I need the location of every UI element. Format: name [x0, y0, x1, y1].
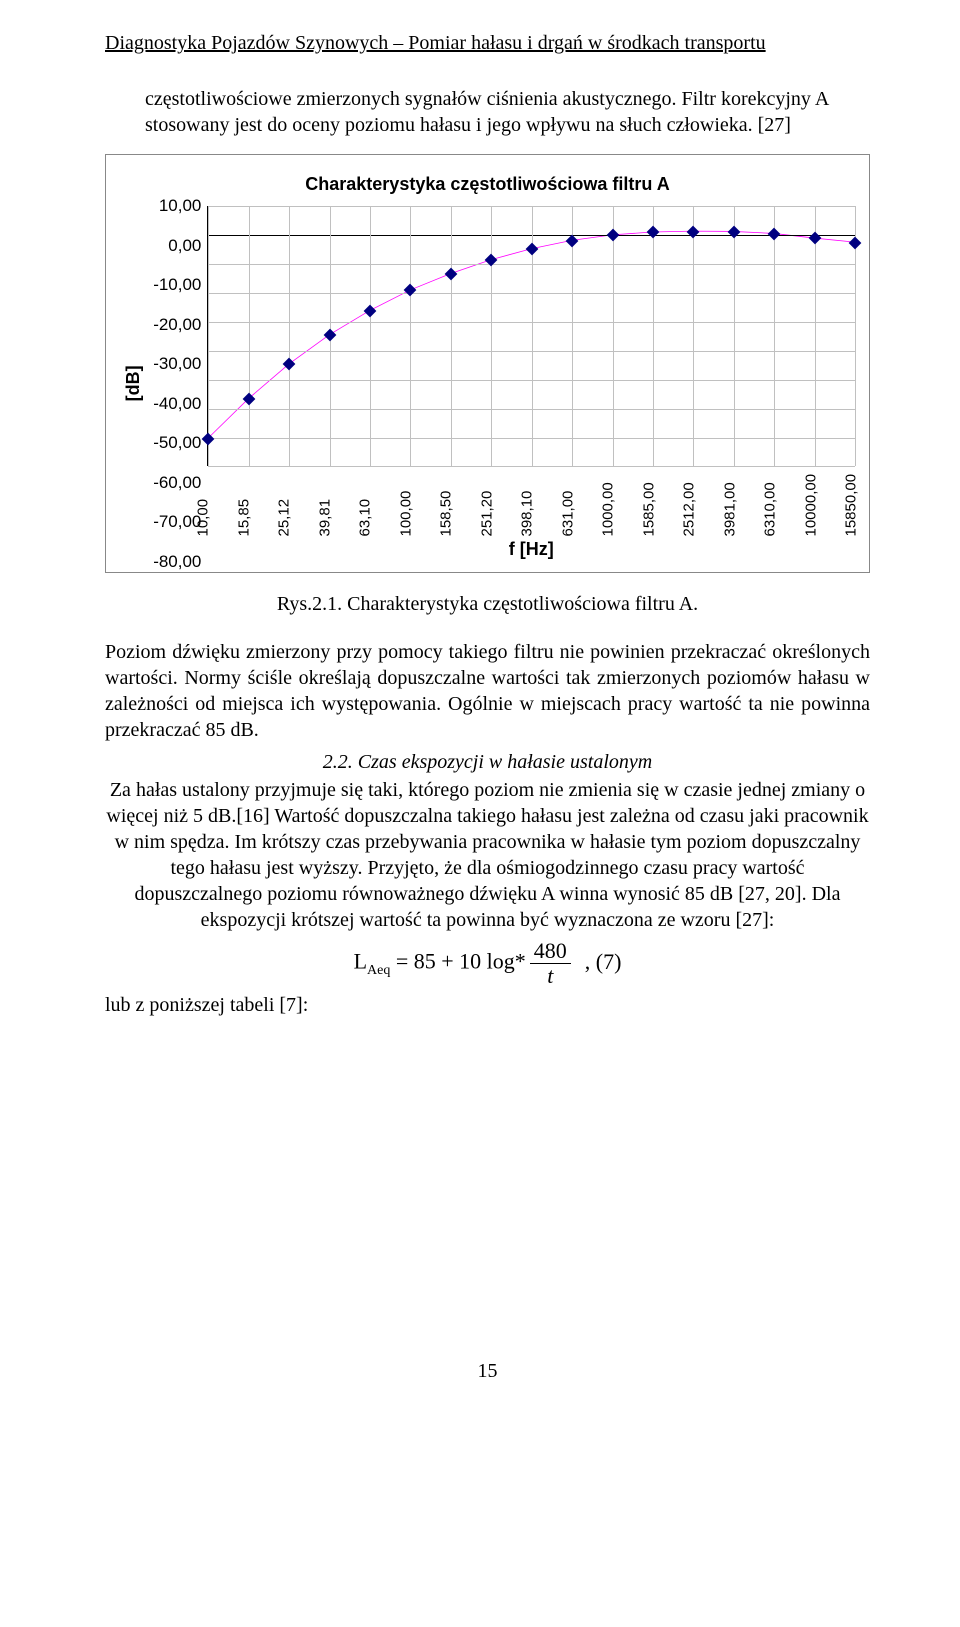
chart-x-axis-label: f [Hz]	[207, 538, 855, 561]
chart-title: Charakterystyka częstotliwościowa filtru…	[120, 173, 855, 196]
formula-fraction: 480t	[530, 939, 571, 988]
intro-line-2: stosowany jest do oceny poziomu hałasu i…	[105, 112, 870, 138]
paragraph-1: Poziom dźwięku zmierzony przy pomocy tak…	[105, 639, 870, 743]
filter-a-chart: Charakterystyka częstotliwościowa filtru…	[105, 154, 870, 573]
intro-line-1: częstotliwościowe zmierzonych sygnałów c…	[105, 86, 870, 112]
formula-subscript: Aeq	[367, 963, 390, 978]
formula-denominator: t	[530, 964, 571, 988]
figure-caption: Rys.2.1. Charakterystyka częstotliwościo…	[105, 591, 870, 617]
page-header: Diagnostyka Pojazdów Szynowych – Pomiar …	[105, 30, 870, 56]
below-formula-text: lub z poniższej tabeli [7]:	[105, 992, 870, 1018]
intro-paragraph: częstotliwościowe zmierzonych sygnałów c…	[105, 86, 870, 138]
formula-mid: = 85 + 10 log*	[390, 949, 525, 974]
formula-lhs: L	[354, 949, 367, 974]
chart-plot-area	[207, 206, 855, 466]
document-page: Diagnostyka Pojazdów Szynowych – Pomiar …	[0, 0, 960, 1434]
subsection-heading: 2.2. Czas ekspozycji w hałasie ustalonym	[105, 749, 870, 775]
chart-x-ticks: 10,0015,8525,1239,8163,10100,00158,50251…	[207, 466, 855, 536]
chart-y-axis-label: [dB]	[120, 206, 147, 561]
formula-numerator: 480	[530, 939, 571, 964]
page-number: 15	[105, 1358, 870, 1384]
formula: LAeq = 85 + 10 log*480t , (7)	[105, 939, 870, 988]
paragraph-2: Za hałas ustalony przyjmuje się taki, kt…	[105, 777, 870, 933]
formula-eqno: , (7)	[585, 949, 622, 974]
